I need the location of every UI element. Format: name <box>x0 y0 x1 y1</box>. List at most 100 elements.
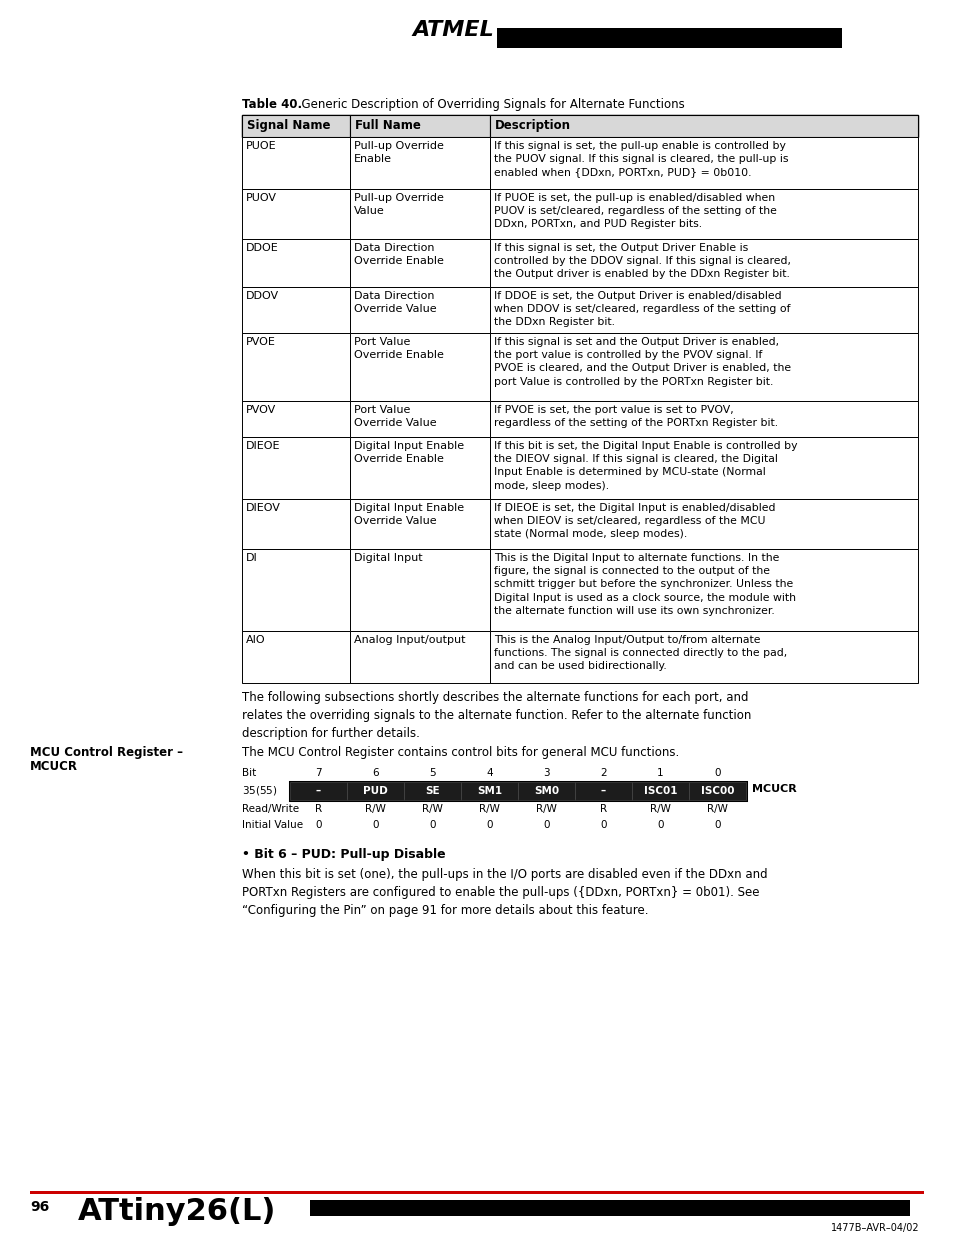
Text: MCUCR: MCUCR <box>751 784 796 794</box>
Bar <box>290 782 347 800</box>
Text: The MCU Control Register contains control bits for general MCU functions.: The MCU Control Register contains contro… <box>242 746 679 760</box>
Bar <box>490 189 917 240</box>
Text: $35 ($55): $35 ($55) <box>242 784 277 797</box>
Text: PVOE: PVOE <box>246 337 275 347</box>
Bar <box>490 287 917 333</box>
Text: Full Name: Full Name <box>355 119 420 132</box>
Bar <box>490 240 917 287</box>
Text: The following subsections shortly describes the alternate functions for each por: The following subsections shortly descri… <box>242 692 751 740</box>
Text: MCUCR: MCUCR <box>30 760 78 773</box>
Text: If this signal is set and the Output Driver is enabled,
the port value is contro: If this signal is set and the Output Dri… <box>494 337 790 387</box>
Bar <box>350 631 490 683</box>
Text: –: – <box>600 785 605 797</box>
Bar <box>242 499 350 550</box>
Text: R/W: R/W <box>649 804 670 814</box>
Text: 2: 2 <box>599 768 606 778</box>
Bar <box>403 782 460 800</box>
Bar <box>242 401 350 437</box>
Text: 0: 0 <box>714 820 720 830</box>
Text: DIEOV: DIEOV <box>246 503 280 513</box>
Bar <box>350 499 490 550</box>
Text: R: R <box>599 804 606 814</box>
Text: Description: Description <box>495 119 571 132</box>
Text: Pull-up Override
Value: Pull-up Override Value <box>354 193 443 216</box>
Bar <box>350 401 490 437</box>
Text: ATtiny26(L): ATtiny26(L) <box>78 1197 276 1226</box>
Text: Digital Input Enable
Override Value: Digital Input Enable Override Value <box>354 503 464 526</box>
Text: This is the Digital Input to alternate functions. In the
figure, the signal is c: This is the Digital Input to alternate f… <box>494 553 795 616</box>
Text: Signal Name: Signal Name <box>247 119 330 132</box>
Bar <box>490 333 917 401</box>
Bar <box>490 137 917 189</box>
Bar <box>242 287 350 333</box>
Bar <box>490 550 917 631</box>
Bar <box>350 437 490 499</box>
Bar <box>242 550 350 631</box>
Text: DDOV: DDOV <box>246 291 279 301</box>
Bar <box>242 437 350 499</box>
Text: Digital Input: Digital Input <box>354 553 422 563</box>
Bar <box>350 137 490 189</box>
Bar <box>242 333 350 401</box>
Text: ISC00: ISC00 <box>700 785 734 797</box>
Bar <box>350 287 490 333</box>
Text: Data Direction
Override Enable: Data Direction Override Enable <box>354 243 443 267</box>
Bar <box>490 437 917 499</box>
Text: 96: 96 <box>30 1200 50 1214</box>
Text: R/W: R/W <box>421 804 442 814</box>
Text: Bit: Bit <box>242 768 256 778</box>
Bar <box>242 137 350 189</box>
Bar <box>497 28 841 48</box>
Text: PUD: PUD <box>363 785 388 797</box>
Text: 0: 0 <box>486 820 493 830</box>
Bar <box>290 782 745 800</box>
Text: 0: 0 <box>714 768 720 778</box>
Bar <box>460 782 517 800</box>
Text: If this signal is set, the Output Driver Enable is
controlled by the DDOV signal: If this signal is set, the Output Driver… <box>494 243 790 279</box>
Bar <box>242 115 350 137</box>
Text: PVOV: PVOV <box>246 405 276 415</box>
Bar <box>575 782 631 800</box>
Bar <box>347 782 403 800</box>
Text: 1: 1 <box>657 768 663 778</box>
Text: R/W: R/W <box>478 804 499 814</box>
Text: Generic Description of Overriding Signals for Alternate Functions: Generic Description of Overriding Signal… <box>294 98 684 111</box>
Text: 3: 3 <box>542 768 549 778</box>
Bar <box>242 631 350 683</box>
Text: MCU Control Register –: MCU Control Register – <box>30 746 183 760</box>
Text: 0: 0 <box>429 820 436 830</box>
Bar <box>350 550 490 631</box>
Bar <box>350 240 490 287</box>
Text: DI: DI <box>246 553 257 563</box>
Text: Pull-up Override
Enable: Pull-up Override Enable <box>354 141 443 164</box>
Bar <box>490 115 917 137</box>
Bar <box>350 115 490 137</box>
Bar <box>631 782 688 800</box>
Text: 1477B–AVR–04/02: 1477B–AVR–04/02 <box>830 1223 919 1233</box>
Text: R/W: R/W <box>536 804 557 814</box>
Bar <box>517 782 575 800</box>
Text: Port Value
Override Value: Port Value Override Value <box>354 405 436 429</box>
Text: If DDOE is set, the Output Driver is enabled/disabled
when DDOV is set/cleared, : If DDOE is set, the Output Driver is ena… <box>494 291 790 327</box>
Text: 0: 0 <box>372 820 378 830</box>
Bar <box>30 1191 923 1194</box>
Bar <box>490 631 917 683</box>
Text: R: R <box>314 804 322 814</box>
Text: Analog Input/output: Analog Input/output <box>354 635 465 645</box>
Bar <box>688 782 745 800</box>
Bar <box>310 1200 909 1216</box>
Text: When this bit is set (one), the pull-ups in the I/O ports are disabled even if t: When this bit is set (one), the pull-ups… <box>242 868 767 918</box>
Text: PUOV: PUOV <box>246 193 276 203</box>
Bar <box>490 499 917 550</box>
Text: SM0: SM0 <box>534 785 558 797</box>
Text: 0: 0 <box>657 820 663 830</box>
Text: 0: 0 <box>542 820 549 830</box>
Text: If this signal is set, the pull-up enable is controlled by
the PUOV signal. If t: If this signal is set, the pull-up enabl… <box>494 141 788 178</box>
Text: 6: 6 <box>372 768 378 778</box>
Text: R/W: R/W <box>365 804 386 814</box>
Text: 5: 5 <box>429 768 436 778</box>
Text: Read/Write: Read/Write <box>242 804 299 814</box>
Text: –: – <box>315 785 321 797</box>
Bar <box>350 189 490 240</box>
Text: 4: 4 <box>486 768 493 778</box>
